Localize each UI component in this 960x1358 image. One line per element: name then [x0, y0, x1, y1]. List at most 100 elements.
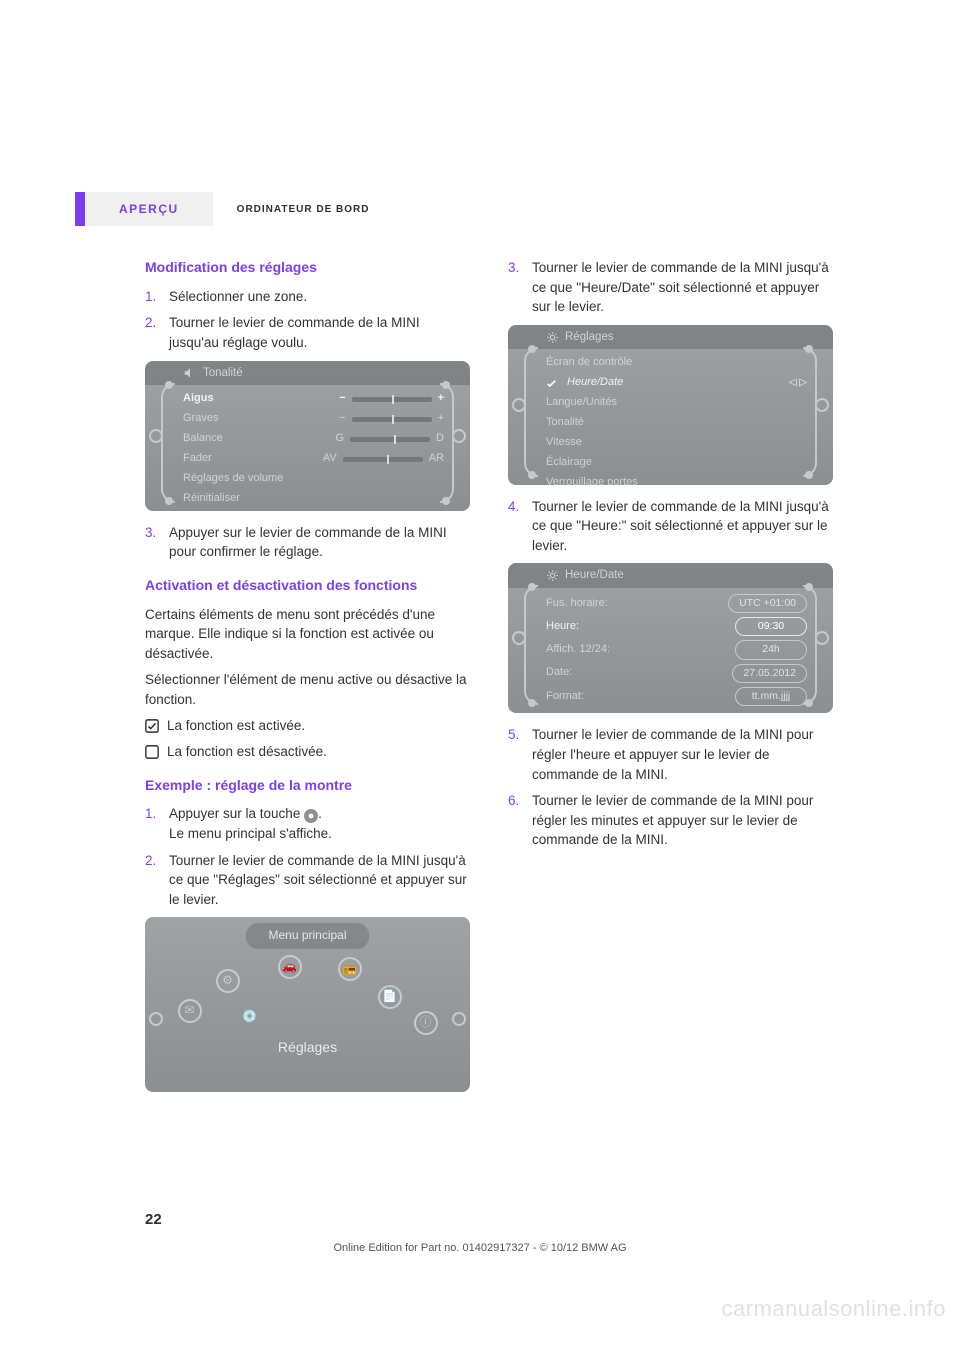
header-tabs: APERÇU ORDINATEUR DE BORD — [75, 192, 370, 226]
list-item: 1. Appuyer sur la touche . Le menu princ… — [145, 804, 470, 843]
slider-track — [352, 397, 432, 402]
row-value: 27.05.2012 — [732, 664, 807, 683]
table-row: Heure: 09:30 — [546, 615, 807, 638]
step-text: Tourner le levier de commande de la MINI… — [532, 258, 833, 317]
menu-item-icon: 🚗 — [278, 955, 302, 979]
knob-left-icon — [149, 1012, 163, 1026]
step-number: 4. — [508, 497, 522, 556]
list-item: 2.Tourner le levier de commande de la MI… — [145, 313, 470, 352]
figure-label: Réglages — [278, 1037, 337, 1057]
step-text: Tourner le levier de commande de la MINI… — [532, 725, 833, 784]
figure-body: Aigus−+ Graves−+ BalanceGD FaderAVAR Rég… — [145, 385, 470, 510]
knob-right-icon — [815, 398, 829, 412]
table-row: Format:tt.mm.jjjj — [546, 685, 807, 708]
row-value: 09:30 — [735, 617, 807, 636]
row-label: Fader — [183, 451, 212, 467]
steps-modification: 1. Sélectionner une zone. 2.Tourner le le… — [145, 287, 470, 353]
row-slider: AVAR — [323, 451, 444, 467]
gear-icon — [546, 331, 559, 344]
menu-item-icon: 💿 — [238, 1005, 262, 1029]
table-row: BalanceGD — [183, 429, 444, 449]
row-label: Réinitialiser — [183, 491, 240, 507]
table-row: Langue/Unités — [546, 393, 807, 413]
heading-modification: Modification des réglages — [145, 258, 470, 277]
list-item: 3.Tourner le levier de commande de la MI… — [508, 258, 833, 317]
table-row: Vitesse — [546, 433, 807, 453]
footer-copyright: Online Edition for Part no. 01402917327 … — [0, 1242, 960, 1254]
knob-right-icon — [452, 1012, 466, 1026]
menu-item-icon: ✉ — [178, 999, 202, 1023]
knob-right-icon — [815, 631, 829, 645]
step-number: 6. — [508, 791, 522, 850]
menu-item-icon: 📄 — [378, 985, 402, 1009]
table-row: Tonalité — [546, 413, 807, 433]
row-label: Format: — [546, 689, 725, 705]
column-right: 3.Tourner le levier de commande de la MI… — [508, 258, 833, 1104]
tab-ordinateur: ORDINATEUR DE BORD — [213, 192, 370, 226]
columns: Modification des réglages 1. Sélectionner… — [145, 258, 845, 1104]
row-slider: −+ — [339, 411, 444, 427]
figure-heure-date: Heure/Date Fus. horaire:UTC +01:00 Heure… — [508, 563, 833, 713]
row-label: Balance — [183, 431, 223, 447]
row-label: Langue/Unités — [546, 395, 807, 411]
list-item: 1. Sélectionner une zone. — [145, 287, 470, 307]
row-label: Écran de contrôle — [546, 355, 807, 371]
row-slider: −+ — [339, 391, 444, 407]
figure-title: Réglages — [508, 325, 833, 350]
function-deactivated-line: La fonction est désactivée. — [145, 742, 470, 762]
row-label: Réglages de volume — [183, 471, 283, 487]
curve-left-icon — [524, 347, 538, 477]
menu-arc: ✉ ⚙ 🚗 📻 📄 ⓘ 💿 — [178, 955, 438, 1035]
row-label: Verrouillage portes — [546, 475, 807, 485]
step-number: 3. — [145, 523, 159, 562]
slider-track — [343, 457, 423, 462]
list-item: 3. Appuyer sur le levier de commande de l… — [145, 523, 470, 562]
table-row: Graves−+ — [183, 409, 444, 429]
menu-item-icon: ⓘ — [414, 1011, 438, 1035]
steps-right-1: 3.Tourner le levier de commande de la MI… — [508, 258, 833, 317]
step-text: Tourner le levier de commande de la MINI… — [532, 791, 833, 850]
row-value: 24h — [735, 640, 807, 659]
slider-track — [352, 417, 432, 422]
step-text: Sélectionner une zone. — [169, 287, 470, 307]
heading-exemple: Exemple : réglage de la montre — [145, 776, 470, 795]
table-row: Heure/Date◁ ▷ — [546, 373, 807, 393]
slider-left: G — [335, 431, 344, 447]
curve-right-icon — [803, 347, 817, 477]
row-label: Vitesse — [546, 435, 807, 451]
table-row: Éclairage — [546, 453, 807, 473]
step-text: Appuyer sur la touche . Le menu principa… — [169, 804, 470, 843]
page-body: Modification des réglages 1. Sélectionner… — [0, 0, 960, 1164]
table-row: Réglages de volume — [183, 469, 444, 489]
header-stripe — [75, 192, 85, 226]
step-number: 1. — [145, 287, 159, 307]
row-label: Date: — [546, 665, 722, 681]
figure-body: Écran de contrôle Heure/Date◁ ▷ Langue/U… — [508, 349, 833, 484]
step-number: 2. — [145, 851, 159, 910]
figure-tonalite: Tonalité Aigus−+ Graves−+ BalanceGD Fade… — [145, 361, 470, 511]
step-text: Appuyer sur le levier de commande de la … — [169, 523, 470, 562]
row-label: Affich. 12/24: — [546, 642, 725, 658]
table-row: Fus. horaire:UTC +01:00 — [546, 592, 807, 615]
checkbox-checked-icon — [145, 719, 159, 733]
steps-exemple: 1. Appuyer sur la touche . Le menu princ… — [145, 804, 470, 909]
steps-modification-cont: 3. Appuyer sur le levier de commande de l… — [145, 523, 470, 562]
slider-left: − — [339, 391, 345, 407]
row-label: Aigus — [183, 391, 214, 407]
menu-item-icon: ⚙ — [216, 969, 240, 993]
row-label: Heure: — [546, 619, 725, 635]
row-label: Fus. horaire: — [546, 596, 718, 612]
paragraph: Sélectionner l'élément de menu active ou… — [145, 670, 470, 709]
step-number: 1. — [145, 804, 159, 843]
figure-title: Heure/Date — [508, 563, 833, 588]
figure-title: Menu principal — [246, 923, 368, 948]
figure-title: Tonalité — [145, 361, 470, 386]
table-row: Écran de contrôle — [546, 353, 807, 373]
row-label: Tonalité — [546, 415, 807, 431]
list-item: 6.Tourner le levier de commande de la MI… — [508, 791, 833, 850]
step-text: Tourner le levier de commande de la MINI… — [169, 851, 470, 910]
slider-left: AV — [323, 451, 337, 467]
list-item: 5.Tourner le levier de commande de la MI… — [508, 725, 833, 784]
steps-right-3: 5.Tourner le levier de commande de la MI… — [508, 725, 833, 849]
speaker-icon — [183, 366, 197, 380]
